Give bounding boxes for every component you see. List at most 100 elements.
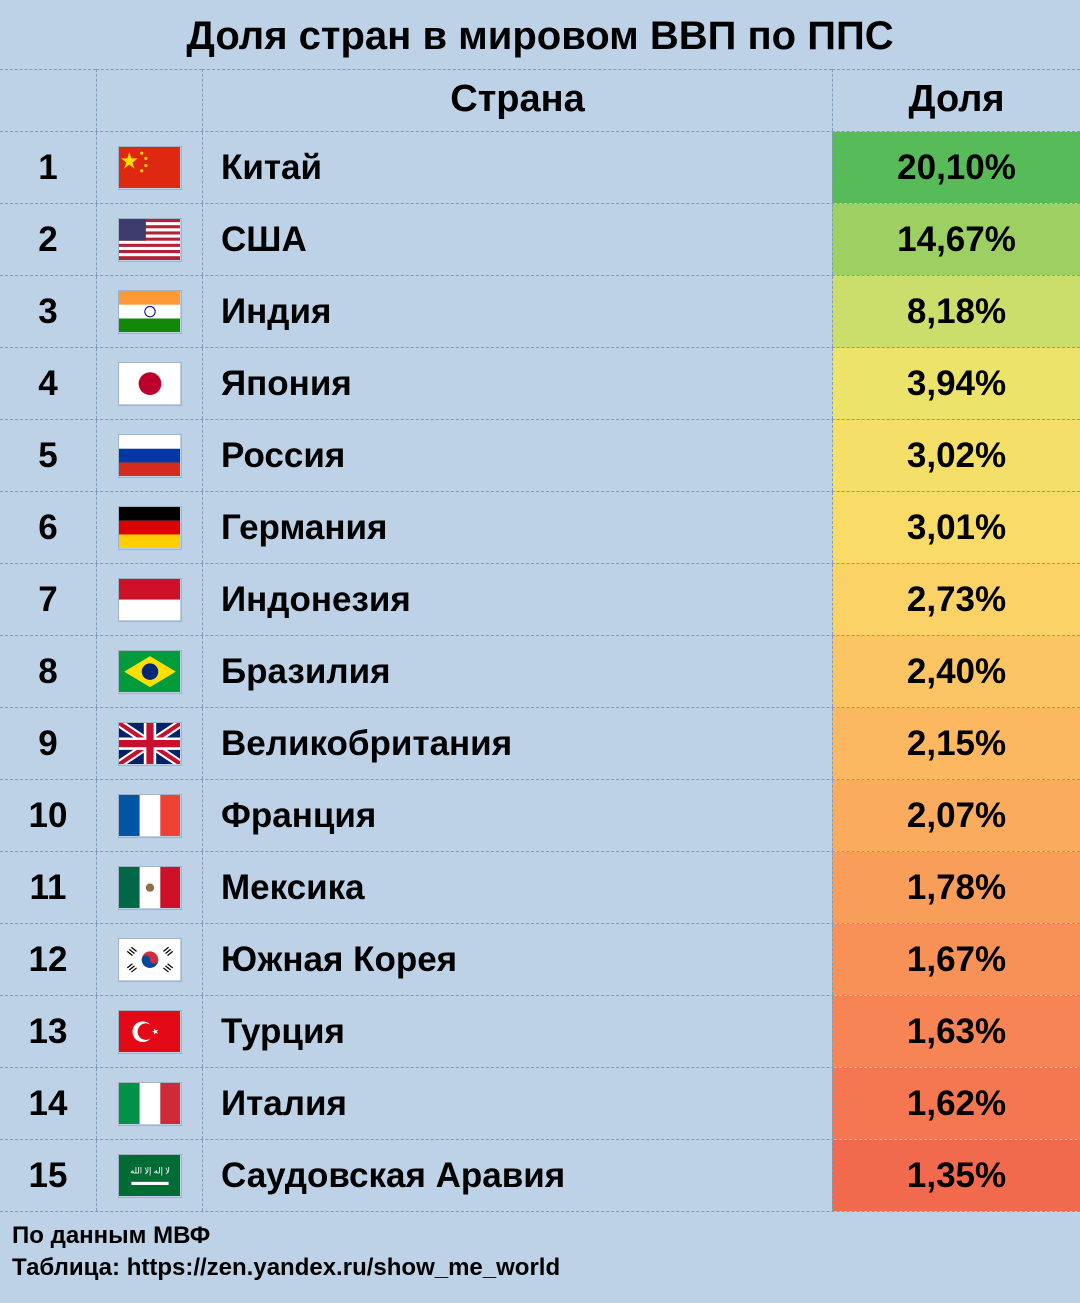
it-flag-icon — [119, 1083, 181, 1125]
rank-cell: 6 — [0, 492, 96, 563]
header-country: Страна — [202, 69, 832, 131]
gdp-table-container: Доля стран в мировом ВВП по ППС Страна Д… — [0, 0, 1080, 1300]
flag-cell — [96, 564, 202, 635]
gb-flag-icon — [119, 723, 181, 765]
table-row: 14 Италия1,62% — [0, 1067, 1080, 1139]
table-row: 3 Индия8,18% — [0, 275, 1080, 347]
flag-cell — [96, 348, 202, 419]
br-flag-icon — [119, 651, 181, 693]
page-title: Доля стран в мировом ВВП по ППС — [0, 0, 1080, 69]
kr-flag-icon — [119, 939, 181, 981]
rank-cell: 1 — [0, 132, 96, 203]
share-cell: 1,35% — [832, 1140, 1080, 1211]
share-cell: 3,94% — [832, 348, 1080, 419]
flag-cell — [96, 636, 202, 707]
country-cell: США — [202, 204, 832, 275]
country-cell: Китай — [202, 132, 832, 203]
table-row: 10Франция2,07% — [0, 779, 1080, 851]
in-flag-icon — [119, 291, 181, 333]
share-cell: 2,07% — [832, 780, 1080, 851]
header-flag — [96, 69, 202, 131]
flag-cell — [96, 1068, 202, 1139]
share-cell: 14,67% — [832, 204, 1080, 275]
flag-cell — [96, 492, 202, 563]
flag-cell — [96, 708, 202, 779]
share-cell: 3,02% — [832, 420, 1080, 491]
table-row: 12 Южная Корея1,67% — [0, 923, 1080, 995]
rank-cell: 12 — [0, 924, 96, 995]
table-row: 6 Германия3,01% — [0, 491, 1080, 563]
flag-cell — [96, 276, 202, 347]
country-cell: Германия — [202, 492, 832, 563]
us-flag-icon — [119, 219, 181, 261]
header-rank — [0, 69, 96, 131]
share-cell: 1,63% — [832, 996, 1080, 1067]
flag-cell: لا إله إلا الله — [96, 1140, 202, 1211]
rank-cell: 2 — [0, 204, 96, 275]
ru-flag-icon — [119, 435, 181, 477]
sa-flag-icon: لا إله إلا الله — [119, 1155, 181, 1197]
rank-cell: 4 — [0, 348, 96, 419]
country-cell: Индонезия — [202, 564, 832, 635]
rank-cell: 13 — [0, 996, 96, 1067]
flag-cell — [96, 780, 202, 851]
footer-link: Таблица: https://zen.yandex.ru/show_me_w… — [12, 1254, 1068, 1282]
country-cell: Бразилия — [202, 636, 832, 707]
share-cell: 1,62% — [832, 1068, 1080, 1139]
de-flag-icon — [119, 507, 181, 549]
header-share: Доля — [832, 69, 1080, 131]
country-cell: Россия — [202, 420, 832, 491]
table-row: 4 Япония3,94% — [0, 347, 1080, 419]
table-row: 5 Россия3,02% — [0, 419, 1080, 491]
flag-cell — [96, 852, 202, 923]
id-flag-icon — [119, 579, 181, 621]
rank-cell: 14 — [0, 1068, 96, 1139]
flag-cell — [96, 420, 202, 491]
fr-flag-icon — [119, 795, 181, 837]
rank-cell: 7 — [0, 564, 96, 635]
rank-cell: 5 — [0, 420, 96, 491]
country-cell: Южная Корея — [202, 924, 832, 995]
table-row: 1 Китай20,10% — [0, 131, 1080, 203]
share-cell: 2,73% — [832, 564, 1080, 635]
rank-cell: 11 — [0, 852, 96, 923]
country-cell: Индия — [202, 276, 832, 347]
country-cell: Мексика — [202, 852, 832, 923]
jp-flag-icon — [119, 363, 181, 405]
table-row: 8 Бразилия2,40% — [0, 635, 1080, 707]
share-cell: 20,10% — [832, 132, 1080, 203]
svg-text:لا إله إلا الله: لا إله إلا الله — [130, 1166, 170, 1175]
table-row: 7 Индонезия2,73% — [0, 563, 1080, 635]
table-body: 1 Китай20,10% 2 США14,67% 3 Индия8,18% 4 Япония… — [0, 131, 1080, 1211]
table-row: 9 Великобритания2,15% — [0, 707, 1080, 779]
flag-cell — [96, 204, 202, 275]
rank-cell: 3 — [0, 276, 96, 347]
flag-cell — [96, 132, 202, 203]
footer-source: По данным МВФ — [12, 1222, 1068, 1250]
share-cell: 2,40% — [832, 636, 1080, 707]
country-cell: Япония — [202, 348, 832, 419]
country-cell: Турция — [202, 996, 832, 1067]
share-cell: 1,67% — [832, 924, 1080, 995]
cn-flag-icon — [119, 147, 181, 189]
flag-cell — [96, 996, 202, 1067]
rank-cell: 10 — [0, 780, 96, 851]
country-cell: Великобритания — [202, 708, 832, 779]
tr-flag-icon — [119, 1011, 181, 1053]
flag-cell — [96, 924, 202, 995]
footer: По данным МВФ Таблица: https://zen.yande… — [0, 1211, 1080, 1300]
mx-flag-icon — [119, 867, 181, 909]
share-cell: 1,78% — [832, 852, 1080, 923]
country-cell: Италия — [202, 1068, 832, 1139]
table-row: 13 Турция1,63% — [0, 995, 1080, 1067]
rank-cell: 15 — [0, 1140, 96, 1211]
rank-cell: 9 — [0, 708, 96, 779]
share-cell: 3,01% — [832, 492, 1080, 563]
country-cell: Саудовская Аравия — [202, 1140, 832, 1211]
share-cell: 2,15% — [832, 708, 1080, 779]
table-row: 15 لا إله إلا الله Саудовская Аравия1,35% — [0, 1139, 1080, 1211]
share-cell: 8,18% — [832, 276, 1080, 347]
table-header: Страна Доля — [0, 69, 1080, 131]
table-row: 2 США14,67% — [0, 203, 1080, 275]
rank-cell: 8 — [0, 636, 96, 707]
